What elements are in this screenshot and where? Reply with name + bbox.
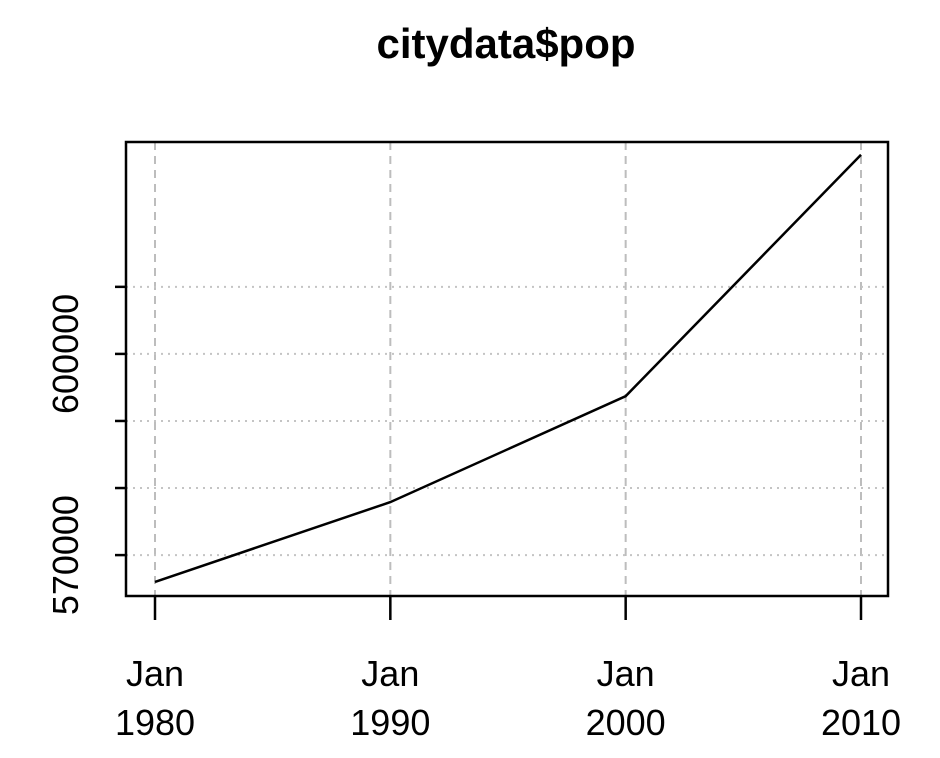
series-line <box>154 153 862 584</box>
x-tick-label-month: Jan <box>126 653 184 694</box>
y-tick-label: 600000 <box>45 294 86 414</box>
series-layer <box>154 153 862 584</box>
chart-title: citydata$pop <box>376 20 635 67</box>
x-tick-label-year: 2010 <box>821 702 901 743</box>
x-tick-label-month: Jan <box>361 653 419 694</box>
x-tick-label-year: 1980 <box>115 702 195 743</box>
plot-frame <box>124 140 890 598</box>
x-tick-label-year: 1990 <box>350 702 430 743</box>
x-tick-label-month: Jan <box>597 653 655 694</box>
x-tick-label-year: 2000 <box>586 702 666 743</box>
axes: 570000 600000 Jan 1980 Jan 1990 Jan 2000 Jan 2010 <box>45 285 901 743</box>
grid <box>126 142 888 596</box>
x-tick-label-month: Jan <box>832 653 890 694</box>
y-tick-label: 570000 <box>45 495 86 615</box>
